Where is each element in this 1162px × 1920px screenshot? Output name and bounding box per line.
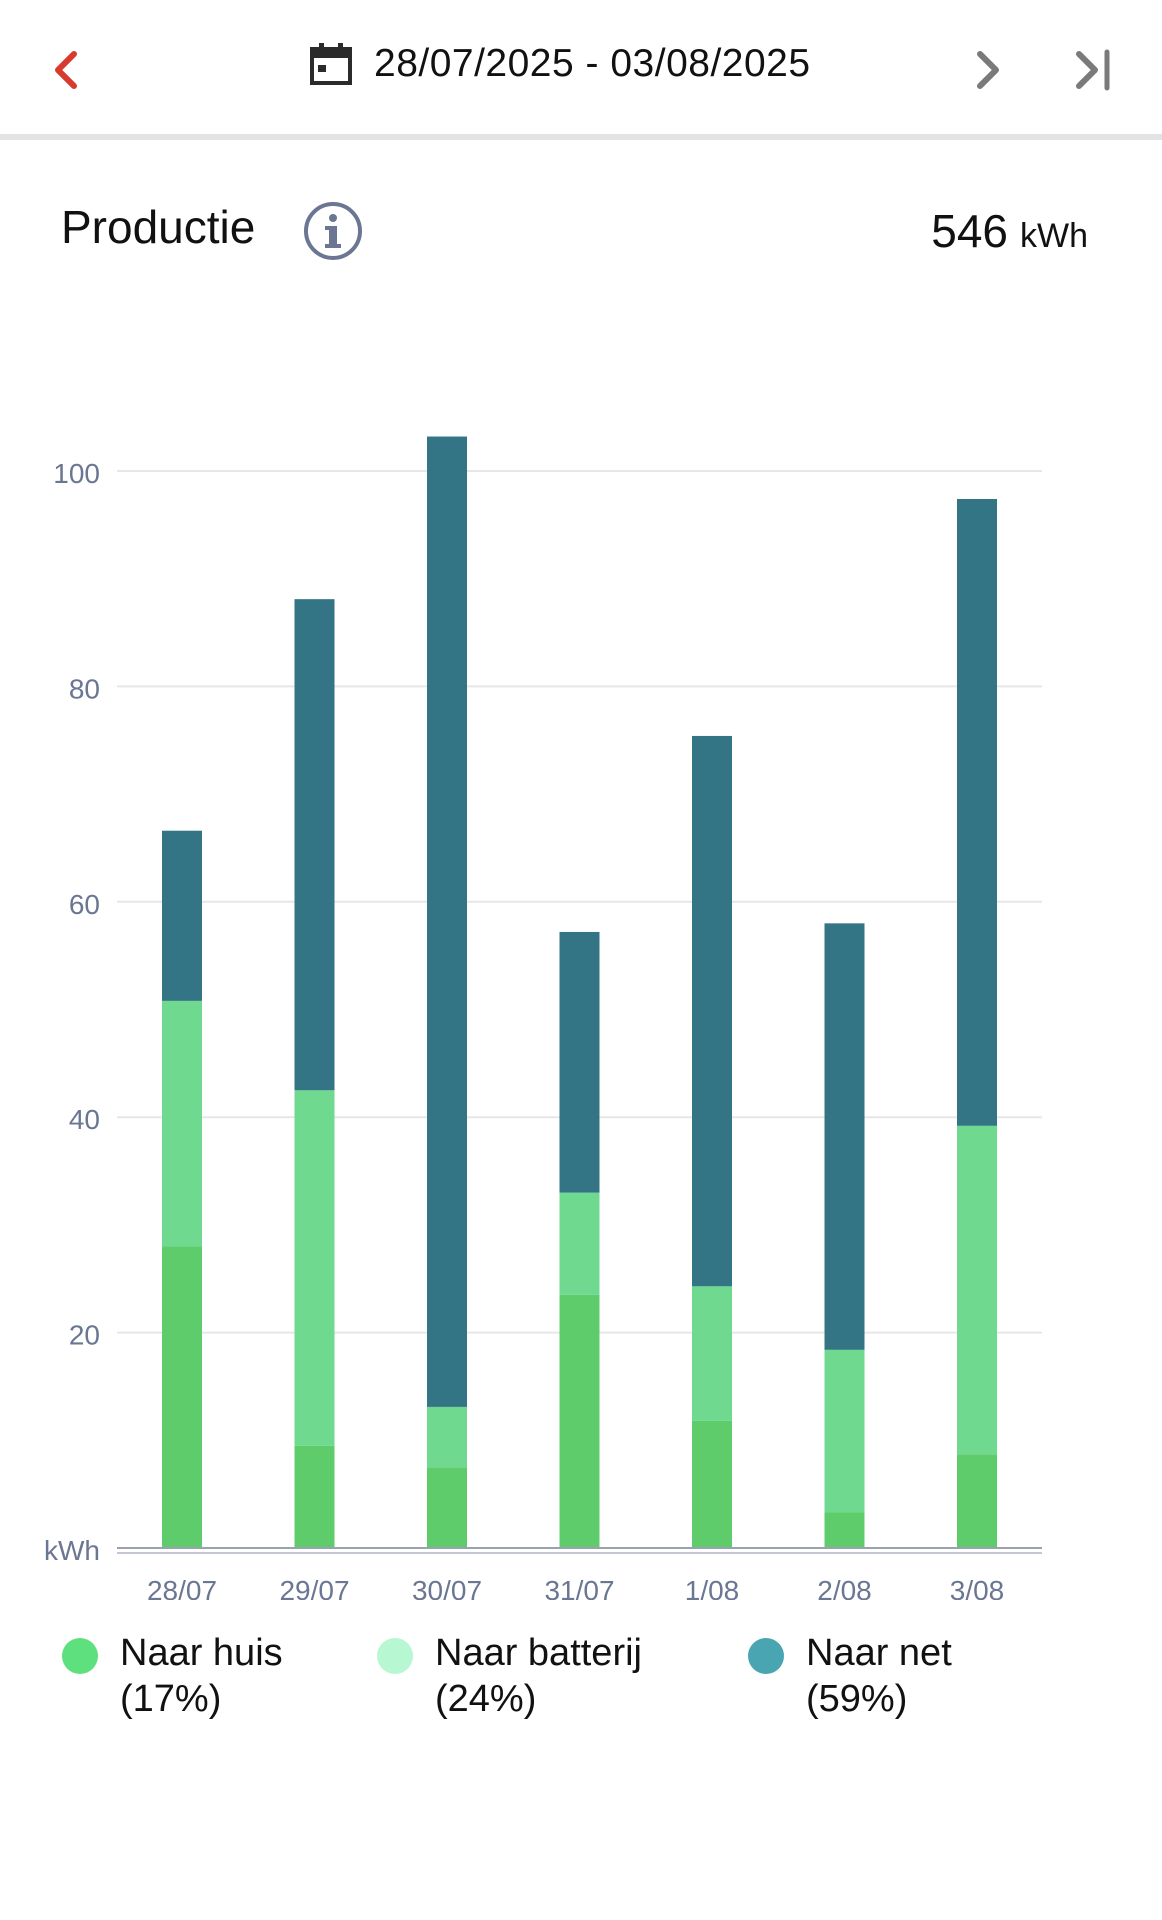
bar-29-07-series-2 [294,599,335,1091]
legend-label: Naar net (59%) [806,1630,952,1722]
top-bar: 28/07/2025 - 03/08/2025 [0,0,1162,134]
bar-30-07-series-0 [427,1467,467,1548]
x-tick-label-29-07: 29/07 [279,1575,349,1600]
bar-2-08-series-1 [824,1349,865,1513]
bar-28-07-series-0 [162,1246,202,1548]
info-icon [304,202,362,260]
legend-swatch [377,1638,413,1674]
bar-30-07-series-1 [427,1406,467,1468]
bar-3-08-series-0 [957,1454,997,1548]
legend-series-percent: (59%) [806,1678,908,1720]
bar-3-08-series-1 [957,1125,997,1455]
skip-to-end-icon [1076,49,1110,91]
legend-series-name: Naar batterij [435,1632,642,1674]
total-value: 546 [931,205,1008,257]
legend-series-percent: (24%) [435,1678,537,1720]
top-bar-divider [0,134,1162,140]
chevron-left-icon [55,51,77,89]
date-range-label: 28/07/2025 - 03/08/2025 [374,42,811,85]
bar-29-07-series-1 [294,1090,335,1446]
y-tick-label-40: 40 [69,1104,100,1135]
x-tick-label-28-07: 28/07 [147,1575,217,1600]
x-tick-label-31-07: 31/07 [544,1575,614,1600]
date-range-picker[interactable]: 28/07/2025 - 03/08/2025 [308,34,811,94]
legend-label: Naar batterij (24%) [435,1630,642,1722]
calendar-icon [310,43,352,85]
y-tick-label-80: 80 [69,673,100,704]
y-axis-label: kWh [44,1535,100,1566]
next-week-button[interactable] [958,40,1018,100]
chevron-right-icon [977,51,999,89]
x-tick-label-30-07: 30/07 [412,1575,482,1600]
bar-28-07-series-1 [162,1000,202,1247]
bar-1-08-series-1 [692,1286,732,1421]
y-tick-label-20: 20 [69,1320,100,1351]
x-tick-label-3-08: 3/08 [950,1575,1005,1600]
legend-series-percent: (17%) [120,1678,222,1720]
legend-series-name: Naar huis [120,1632,283,1674]
x-tick-label-2-08: 2/08 [817,1575,872,1600]
bar-2-08-series-2 [824,923,865,1350]
x-tick-label-1-08: 1/08 [685,1575,740,1600]
y-tick-label-100: 100 [53,458,100,489]
y-tick-label-60: 60 [69,889,100,920]
legend-label: Naar huis (17%) [120,1630,283,1722]
section-title: Productie [61,201,256,253]
production-bar-chart: 20 40 60 80 100 kWh 28/07 29/07 30/07 31/07 1/08 2/… [44,436,1042,1600]
previous-week-button[interactable] [36,40,96,100]
legend-series-name: Naar net [806,1632,952,1674]
info-button[interactable] [302,200,364,262]
bar-29-07-series-0 [294,1445,335,1548]
bar-3-08-series-2 [957,499,997,1126]
bar-28-07-series-2 [162,830,202,1001]
total-production: 546 kWh [931,204,1088,258]
bar-30-07-series-2 [427,436,467,1407]
bar-1-08-series-0 [692,1420,732,1548]
legend-swatch [62,1638,98,1674]
bar-31-07-series-2 [559,931,600,1193]
bar-31-07-series-0 [559,1294,600,1548]
bar-1-08-series-2 [692,735,732,1287]
legend-swatch [748,1638,784,1674]
bar-31-07-series-1 [559,1192,600,1295]
total-unit: kWh [1020,217,1088,255]
last-week-button[interactable] [1064,40,1124,100]
bar-2-08-series-0 [824,1512,865,1548]
